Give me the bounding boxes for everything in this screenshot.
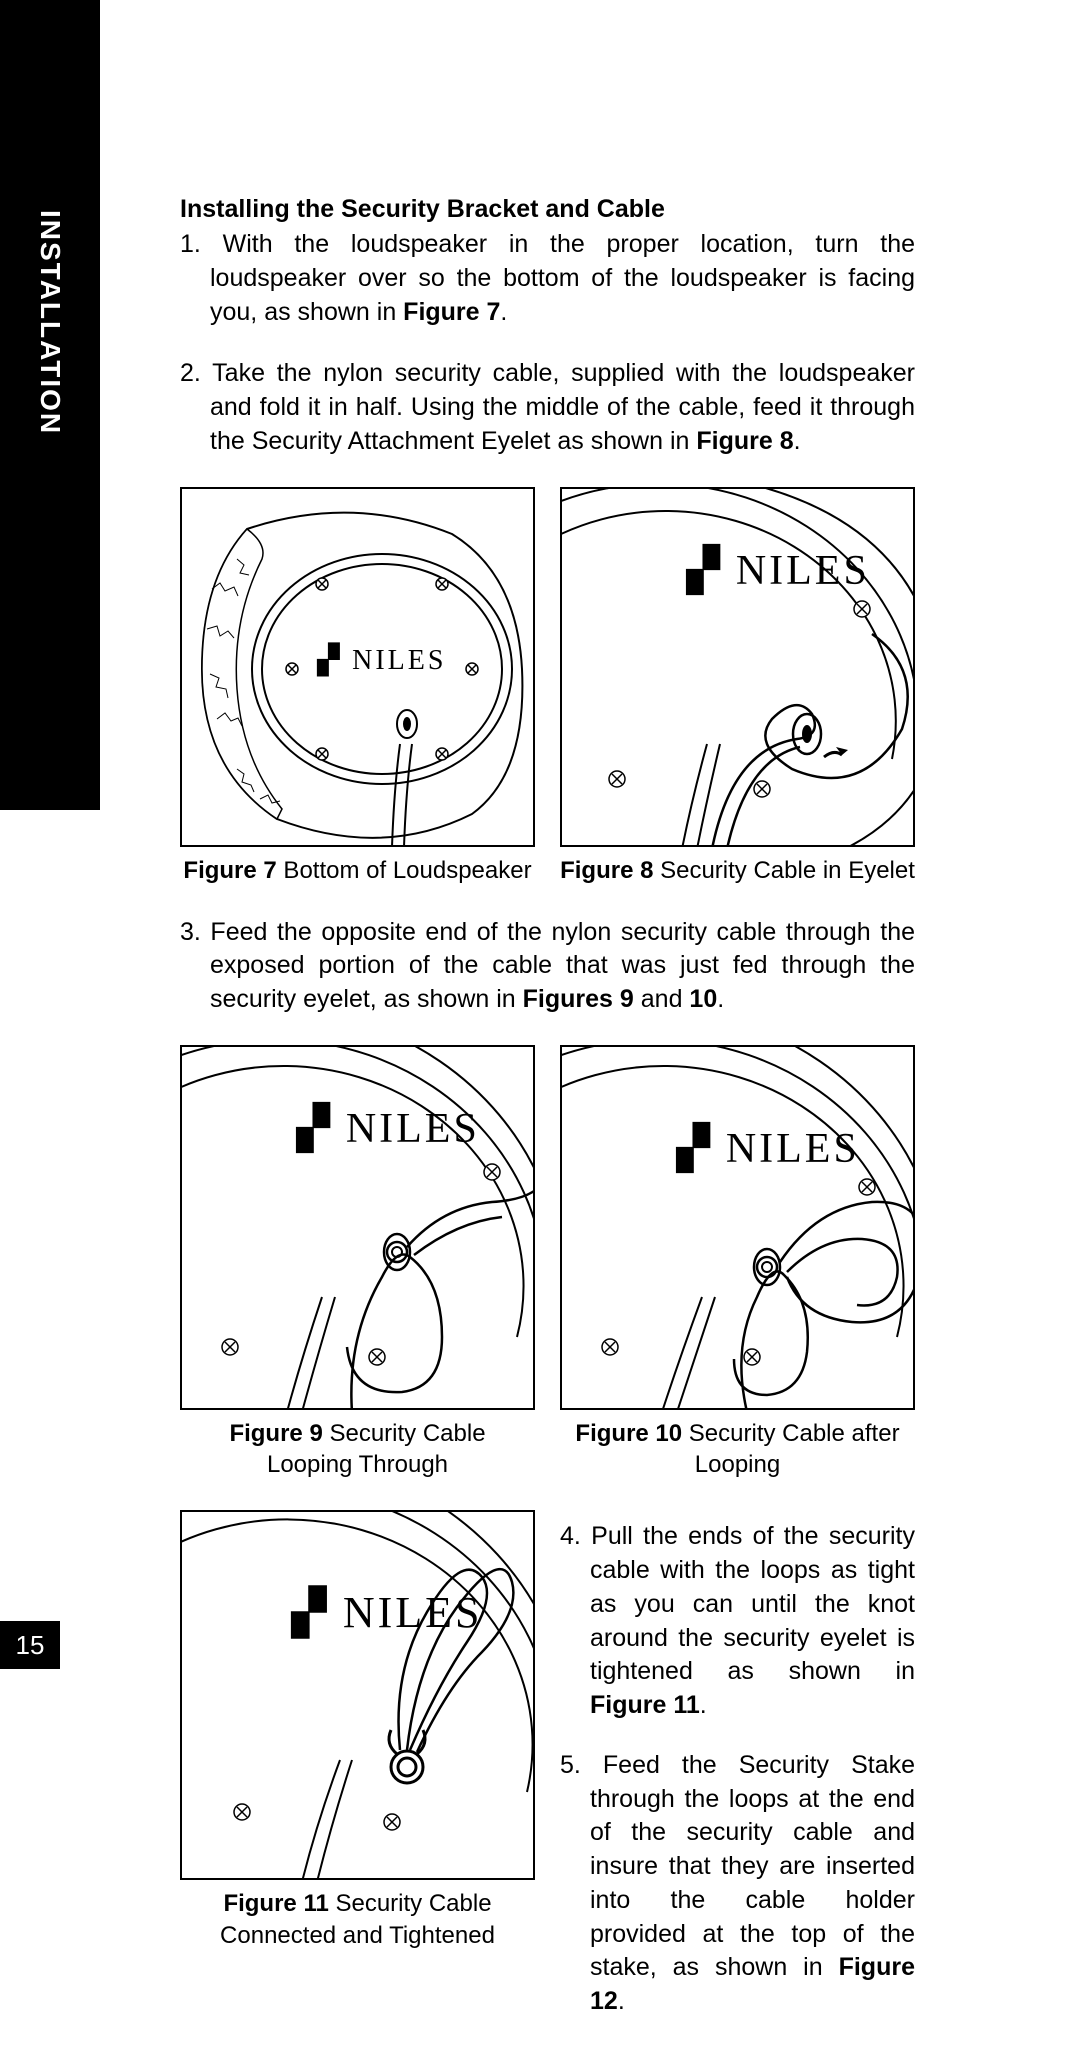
step-1-text: 1. With the loudspeaker in the proper lo… (180, 230, 915, 326)
figure-ref: Figure 7 (403, 298, 500, 326)
figure-ref: Figure 8 (696, 427, 793, 455)
figure-10-box: ▞ NILES (560, 1045, 915, 1410)
figure-9: ▞ NILES Figure (180, 1045, 535, 1480)
figure-9-caption: Figure 9 Security Cable Looping Through (180, 1418, 535, 1480)
figure-11: ▞ NILES Figure 11 (180, 1510, 535, 1950)
page-number: 15 (0, 1621, 60, 1669)
figure-row-7-8: ▞ NILES Figure 7 Bottom of Loudspeaker (180, 487, 915, 886)
section-heading: Installing the Security Bracket and Cabl… (180, 195, 915, 224)
figure-11-box: ▞ NILES (180, 1510, 535, 1880)
figure-8-svg: ▞ NILES (562, 489, 915, 847)
step-2-text: 2. Take the nylon security cable, suppli… (180, 359, 915, 455)
figure-row-9-10: ▞ NILES Figure (180, 1045, 915, 1480)
figure-8-box: ▞ NILES (560, 487, 915, 847)
niles-logo: ▞ NILES (685, 543, 870, 596)
figure-7-caption: Figure 7 Bottom of Loudspeaker (180, 855, 535, 886)
step-1: 1. With the loudspeaker in the proper lo… (180, 228, 915, 329)
figure-7: ▞ NILES Figure 7 Bottom of Loudspeaker (180, 487, 535, 886)
step-3: 3. Feed the opposite end of the nylon se… (180, 916, 915, 1017)
figure-9-box: ▞ NILES (180, 1045, 535, 1410)
figure-9-svg: ▞ NILES (182, 1047, 535, 1410)
step-4: 4. Pull the ends of the security cable w… (560, 1520, 915, 1723)
lower-block: ▞ NILES Figure 11 (180, 1510, 915, 2045)
figure-10-svg: ▞ NILES (562, 1047, 915, 1410)
niles-logo: ▞ NILES (295, 1101, 480, 1154)
figure-7-svg: ▞ NILES (182, 489, 535, 847)
step-5: 5. Feed the Security Stake through the l… (560, 1749, 915, 2019)
figure-ref: 10 (689, 985, 717, 1013)
figure-11-svg: ▞ NILES (182, 1512, 535, 1880)
figure-10-caption: Figure 10 Security Cable after Looping (560, 1418, 915, 1480)
figure-8-caption: Figure 8 Security Cable in Eyelet (560, 855, 915, 886)
niles-logo: ▞ NILES (675, 1121, 860, 1174)
figure-8: ▞ NILES Figure 8 Security Cable in Ey (560, 487, 915, 886)
figure-ref: Figures 9 (523, 985, 634, 1013)
page-content: Installing the Security Bracket and Cabl… (180, 195, 915, 2045)
figure-ref: Figure 11 (590, 1691, 700, 1719)
step-2: 2. Take the nylon security cable, suppli… (180, 357, 915, 458)
step-4-text: 4. Pull the ends of the security cable w… (560, 1522, 915, 1685)
section-label: INSTALLATION (34, 210, 66, 435)
steps-4-5: 4. Pull the ends of the security cable w… (560, 1510, 915, 2045)
figure-10: ▞ NILES Figure 10 Security Cable afte (560, 1045, 915, 1480)
side-tab: INSTALLATION (0, 0, 100, 810)
niles-logo: ▞ NILES (317, 641, 447, 677)
figure-7-box: ▞ NILES (180, 487, 535, 847)
step-5-text: 5. Feed the Security Stake through the l… (560, 1751, 915, 1982)
figure-11-caption: Figure 11 Security Cable Connected and T… (180, 1888, 535, 1950)
